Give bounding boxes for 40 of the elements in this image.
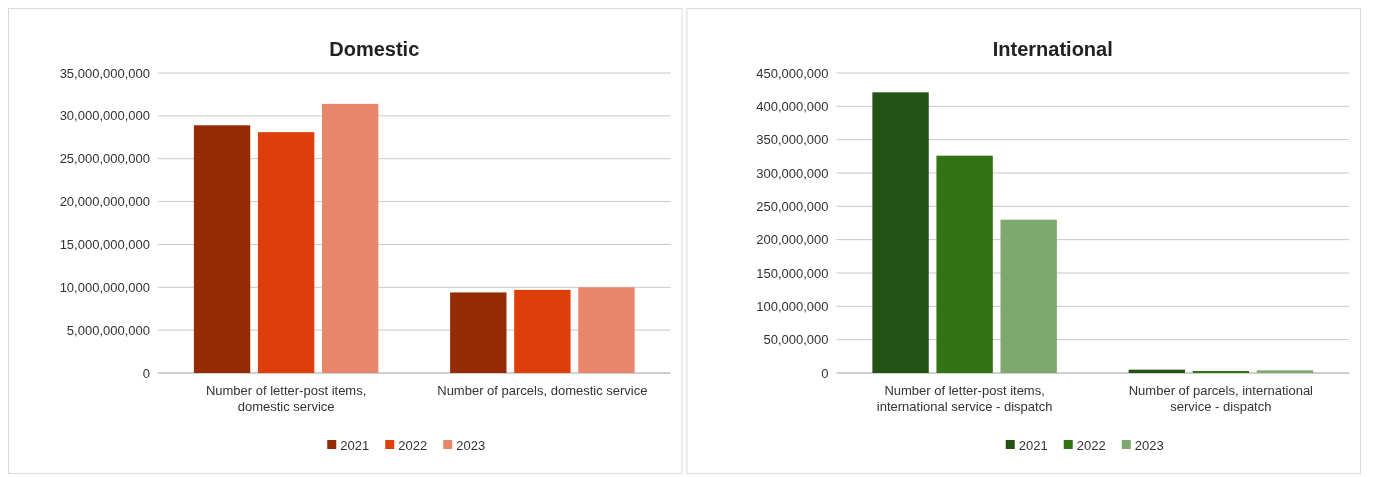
y-tick-label: 350,000,000 (756, 132, 829, 148)
y-tick-label: 100,000,000 (756, 298, 829, 314)
legend-label: 2023 (456, 437, 486, 453)
y-tick-label: 25,000,000,000 (59, 151, 150, 167)
y-tick-label: 250,000,000 (756, 198, 829, 214)
chart-title: Domestic (329, 38, 420, 60)
bar (1256, 370, 1314, 373)
bar (1000, 219, 1057, 373)
y-tick-label: 5,000,000,000 (66, 322, 150, 338)
bar (322, 103, 379, 373)
y-tick-label: 10,000,000,000 (59, 279, 150, 295)
x-tick-label: Number of parcels, international service - dispatch (1128, 383, 1314, 414)
bar (450, 292, 507, 373)
y-tick-label: 0 (821, 365, 829, 381)
y-tick-label: 150,000,000 (756, 265, 829, 281)
y-tick-label: 400,000,000 (756, 98, 829, 114)
bar (578, 287, 635, 373)
bar (514, 289, 571, 373)
bar (193, 125, 251, 373)
chart-title: International (992, 38, 1113, 60)
y-tick-label: 50,000,000 (763, 332, 829, 348)
x-tick-label: Number of parcels, domestic service (437, 383, 648, 398)
legend-label: 2021 (340, 437, 370, 453)
bar (936, 155, 993, 373)
legend-label: 2023 (1134, 437, 1164, 453)
bar (257, 132, 315, 373)
y-tick-label: 300,000,000 (756, 165, 829, 181)
x-tick-label: Number of letter-post items, domestic service (205, 383, 367, 414)
y-tick-label: 20,000,000,000 (59, 194, 150, 210)
x-tick-label: Number of letter-post items, international service - dispatch (876, 383, 1053, 414)
legend-label: 2022 (398, 437, 428, 453)
y-tick-label: 15,000,000,000 (59, 236, 150, 252)
y-tick-label: 30,000,000,000 (59, 108, 150, 124)
legend-label: 2022 (1076, 437, 1106, 453)
bar (872, 92, 929, 373)
legend-label: 2021 (1018, 437, 1048, 453)
y-tick-label: 0 (142, 365, 150, 381)
y-tick-label: 35,000,000,000 (59, 65, 150, 81)
y-tick-label: 450,000,000 (756, 65, 829, 81)
y-tick-label: 200,000,000 (756, 232, 829, 248)
